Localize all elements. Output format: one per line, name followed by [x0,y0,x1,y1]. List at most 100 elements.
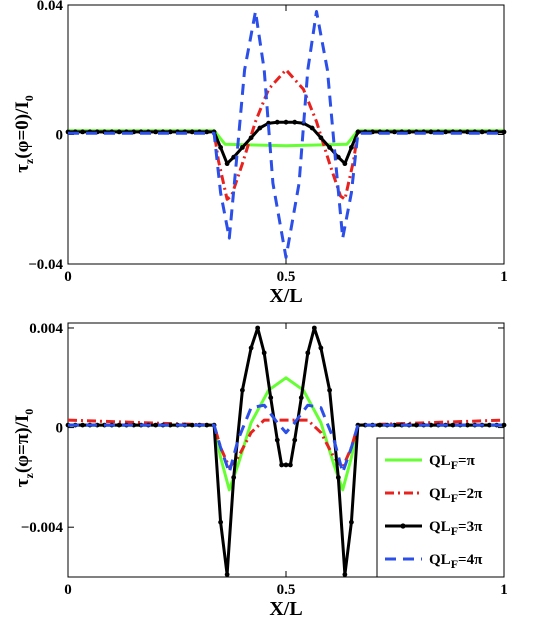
series-point-3pi [153,422,159,428]
series-point-3pi [240,145,245,150]
legend-label-4pi: QLF=4π [429,552,483,571]
legend-label-part: QL [429,552,451,568]
series-point-3pi [153,129,159,135]
y-axis-label-part: z [22,158,36,164]
x-tick-label: 1 [500,582,508,598]
legend-label-part: F [451,524,458,538]
series-point-3pi [465,129,470,135]
series-point-3pi [309,125,315,131]
x-axis-label: X/L [269,598,302,620]
y-axis-label-part: 0 [22,95,36,101]
series-point-3pi [406,129,412,135]
y-axis-label-part: z [22,472,36,478]
series-point-3pi [80,129,86,135]
series-point-3pi [189,422,195,428]
legend-label-part: =4π [458,552,483,568]
y-tick-label: 0.04 [37,0,64,14]
series-point-3pi [248,135,254,141]
legend-label-part: QL [429,519,451,535]
series-point-3pi [224,161,230,167]
series-point-3pi [479,129,485,135]
series-point-3pi [298,395,304,401]
x-tick-label: 0 [64,269,72,285]
series-point-3pi [305,350,311,356]
legend-label-2pi: QLF=2π [429,486,483,505]
series-point-3pi [428,129,434,135]
legend-label-part: =π [458,453,476,469]
y-axis-label-part: τ [12,478,33,487]
legend-label-part: F [451,458,458,472]
series-point-3pi [261,350,267,356]
series-point-3pi [283,119,289,125]
series-point-3pi [240,387,245,393]
series-point-3pi [274,119,280,125]
series-point-3pi [413,422,419,428]
y-tick-label: −0.04 [28,257,63,273]
series-point-3pi [204,422,210,428]
y-axis-label-part: τ [12,164,33,173]
series-point-3pi [486,422,492,428]
series-point-3pi [349,145,354,150]
legend-marker-3pi [400,523,406,529]
series-line-pi [68,376,504,492]
series-point-3pi [248,345,254,351]
series-line-2pi [68,418,504,469]
series-point-3pi [501,129,507,135]
y-axis-label-part: 0 [22,409,36,415]
series-point-3pi [189,129,195,135]
series-point-3pi [224,572,230,577]
series-point-3pi [204,129,210,135]
legend-label-part: F [451,491,458,505]
series-point-3pi [218,145,224,150]
series-point-3pi [501,422,507,428]
series-point-3pi [231,474,237,480]
series-point-3pi [465,422,470,428]
series-point-3pi [268,395,274,401]
y-tick-label: −0.004 [21,520,64,536]
y-axis-label-part: (φ=π)/I [12,415,33,473]
y-tick-label: 0 [56,421,64,437]
series-point-3pi [335,474,341,480]
x-tick-label: 0.5 [277,582,296,598]
series-point-3pi [318,345,324,351]
series-point-3pi [255,325,261,331]
legend-label-part: QL [429,486,451,502]
legend-label-3pi: QLF=3π [429,519,483,538]
series-point-3pi [257,125,263,131]
y-axis-label: τz(φ=0)/I0 [12,95,36,173]
x-tick-label: 0 [64,582,72,598]
series-point-3pi [392,129,397,135]
legend-label-part: =3π [458,519,483,535]
legend-label-part: F [451,557,458,571]
legend-label-pi: QLF=π [429,453,476,472]
series-line-4pi [68,403,504,474]
series-point-3pi [349,519,354,525]
x-tick-label: 1 [500,269,508,285]
series-point-3pi [218,519,224,525]
series-point-3pi [292,437,298,443]
series-point-3pi [355,129,361,135]
series-point-3pi [327,387,332,393]
series-line-3pi [68,120,504,166]
legend-label-part: =2π [458,486,483,502]
series-point-3pi [80,422,86,428]
series-point-3pi [377,422,383,428]
series-point-3pi [318,135,324,141]
series-point-3pi [279,462,285,468]
series-point-3pi [342,161,348,167]
x-axis-label: X/L [269,285,302,307]
series-point-3pi [167,422,173,428]
series-point-3pi [443,129,448,135]
series-point-3pi [274,437,280,443]
legend-label-part: QL [429,453,451,469]
y-tick-label: 0 [56,128,64,144]
series-point-3pi [342,572,348,577]
series-line-2pi [68,68,504,201]
panel-bottom: 0 0.5 1−0.00400.004X/Lτz(φ=π)/I0QLF=πQLF=2… [12,321,508,620]
series-line-4pi [68,10,504,259]
series-point-3pi [231,154,237,160]
series-point-3pi [167,129,173,135]
